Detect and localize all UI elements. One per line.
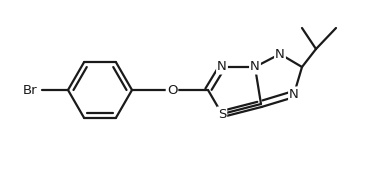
Text: N: N: [275, 48, 285, 61]
Text: S: S: [218, 108, 226, 121]
Text: N: N: [217, 61, 227, 74]
Text: N: N: [289, 88, 299, 101]
Text: O: O: [167, 83, 177, 96]
Text: N: N: [250, 61, 260, 74]
Text: Br: Br: [23, 83, 37, 96]
